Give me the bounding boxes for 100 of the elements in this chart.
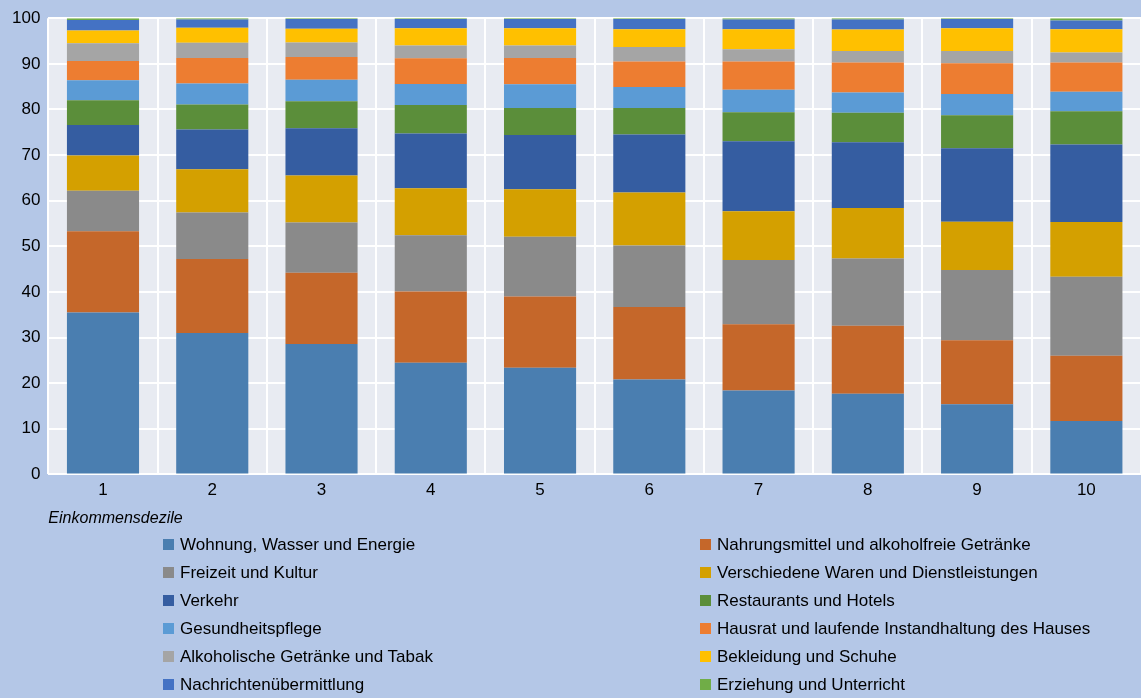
bar xyxy=(613,379,686,474)
bar xyxy=(722,49,795,62)
x-tick-label: 5 xyxy=(535,480,545,500)
bar xyxy=(66,190,140,232)
bar xyxy=(722,324,795,391)
bar xyxy=(176,332,249,474)
x-tick-label: 4 xyxy=(426,480,436,500)
bar xyxy=(941,51,1014,64)
bar xyxy=(613,192,686,246)
bar xyxy=(503,134,577,190)
bar xyxy=(394,188,467,236)
x-tick-label: 3 xyxy=(316,480,327,500)
bar xyxy=(613,61,686,88)
bar xyxy=(503,236,577,297)
bar xyxy=(176,259,249,333)
y-tick-label: 100 xyxy=(11,7,41,27)
legend-label: Verkehr xyxy=(180,590,239,611)
bar xyxy=(66,100,140,125)
bar xyxy=(831,142,904,208)
bar xyxy=(285,101,358,129)
bar xyxy=(176,104,249,130)
bar xyxy=(503,367,577,474)
bar xyxy=(722,89,795,113)
bar xyxy=(285,272,358,344)
x-tick-label: 7 xyxy=(753,480,764,500)
bar xyxy=(394,58,467,84)
bar xyxy=(503,45,577,58)
legend-label: Wohnung, Wasser und Energie xyxy=(180,534,416,555)
x-axis-title: Einkommensdezile xyxy=(48,508,183,526)
bar xyxy=(1050,355,1123,422)
x-tick-label: 1 xyxy=(98,480,108,500)
y-tick-label: 80 xyxy=(21,99,41,119)
bar xyxy=(1050,91,1123,112)
bar xyxy=(1050,144,1123,223)
bar xyxy=(66,20,140,31)
bar xyxy=(176,169,249,213)
bar xyxy=(503,108,577,135)
bar xyxy=(503,84,577,109)
bar xyxy=(503,189,577,237)
bar xyxy=(285,128,358,176)
bar xyxy=(176,42,249,58)
bar xyxy=(831,92,904,113)
bar xyxy=(176,27,249,43)
bar xyxy=(394,45,467,59)
y-tick-label: 40 xyxy=(21,281,41,301)
y-tick-label: 50 xyxy=(21,235,41,255)
bar xyxy=(503,57,577,85)
bar xyxy=(394,133,467,189)
bar xyxy=(503,296,577,368)
bar xyxy=(613,29,686,47)
bar xyxy=(285,56,358,80)
y-tick-label: 0 xyxy=(30,464,41,484)
bar xyxy=(176,212,249,260)
legend-label: Alkoholische Getränke und Tabak xyxy=(180,646,433,667)
x-tick-label: 6 xyxy=(644,480,655,500)
bar xyxy=(176,129,249,170)
bar xyxy=(613,19,686,30)
bar xyxy=(66,124,140,156)
bar xyxy=(613,245,686,307)
legend-label: Bekleidung und Schuhe xyxy=(717,646,897,667)
bar xyxy=(394,362,467,474)
legend-label: Gesundheitspflege xyxy=(180,618,322,639)
y-tick-label: 90 xyxy=(21,53,41,73)
bar xyxy=(722,29,795,50)
bar xyxy=(613,134,686,193)
legend-label: Nachrichtenübermittlung xyxy=(180,674,365,695)
x-tick-label: 2 xyxy=(207,480,217,500)
bar xyxy=(613,87,686,109)
y-tick-label: 60 xyxy=(21,190,41,210)
bar xyxy=(831,19,904,30)
legend-label: Hausrat und laufende Instandhaltung des Hauses xyxy=(717,618,1091,639)
y-tick-label: 10 xyxy=(21,418,41,438)
bar xyxy=(1050,222,1123,277)
bar xyxy=(394,19,467,29)
x-tick-label: 10 xyxy=(1076,480,1096,500)
bar xyxy=(394,28,467,46)
bar xyxy=(941,148,1014,222)
bar xyxy=(1050,111,1123,145)
bar xyxy=(285,343,358,474)
bar xyxy=(394,83,467,105)
y-tick-label: 30 xyxy=(21,327,41,347)
y-tick-label: 70 xyxy=(21,144,41,164)
bar xyxy=(66,61,140,81)
x-tick-label: 8 xyxy=(863,480,873,500)
bar xyxy=(1050,276,1123,356)
bar xyxy=(66,231,140,313)
bar xyxy=(66,155,140,191)
bar xyxy=(503,19,577,29)
bar xyxy=(831,207,904,259)
bar xyxy=(941,115,1014,149)
legend-label: Restaurants und Hotels xyxy=(717,590,895,611)
bar xyxy=(831,325,904,394)
bar xyxy=(831,51,904,63)
bar xyxy=(285,79,358,102)
bar xyxy=(1050,52,1123,63)
bar xyxy=(285,42,358,57)
bar xyxy=(722,390,795,474)
bar xyxy=(831,62,904,93)
bar xyxy=(503,28,577,46)
bar xyxy=(831,29,904,52)
